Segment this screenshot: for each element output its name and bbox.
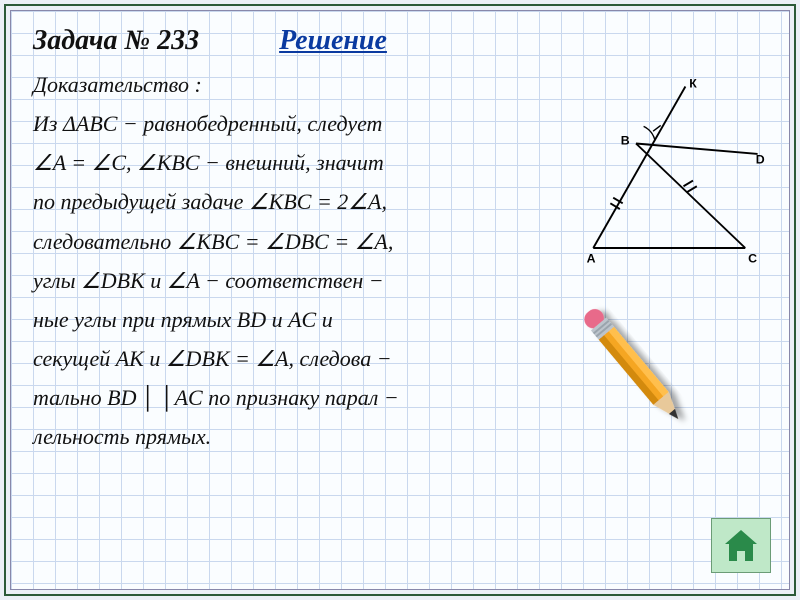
- proof-line: лельность прямых.: [33, 417, 593, 456]
- label-B: B: [621, 133, 630, 147]
- proof-line: ∠A = ∠C, ∠KBC − внешний, значит: [33, 143, 593, 182]
- home-button[interactable]: [711, 518, 771, 573]
- pencil-icon: [549, 289, 719, 459]
- proof-line: Из ΔABC − равнобедренный, следует: [33, 104, 593, 143]
- proof-line: следовательно ∠KBC = ∠DBC = ∠A,: [33, 222, 593, 261]
- label-A: A: [587, 251, 596, 265]
- label-C: C: [748, 251, 757, 265]
- grid-paper: Задача № 233 Решение Доказательство : Из…: [10, 10, 790, 590]
- proof-line: ные углы при прямых BD и AC и: [33, 300, 593, 339]
- proof-line: тально BD │ │AC по признаку парал −: [33, 378, 593, 417]
- triangle-diagram: A B C D К: [579, 67, 769, 277]
- label-K: К: [689, 76, 697, 90]
- solution-title: Решение: [279, 25, 387, 57]
- proof-line: углы ∠DBK и ∠A − соответствен −: [33, 261, 593, 300]
- label-D: D: [756, 152, 765, 166]
- proof-line: по предыдущей задаче ∠KBC = 2∠A,: [33, 182, 593, 221]
- proof-line: секущей AK и ∠DBK = ∠A, следова −: [33, 339, 593, 378]
- proof-line: Доказательство :: [33, 65, 593, 104]
- home-icon: [721, 527, 761, 565]
- proof-text: Доказательство : Из ΔABC − равнобедренны…: [33, 65, 593, 457]
- header: Задача № 233 Решение: [33, 25, 771, 57]
- task-title: Задача № 233: [33, 25, 199, 57]
